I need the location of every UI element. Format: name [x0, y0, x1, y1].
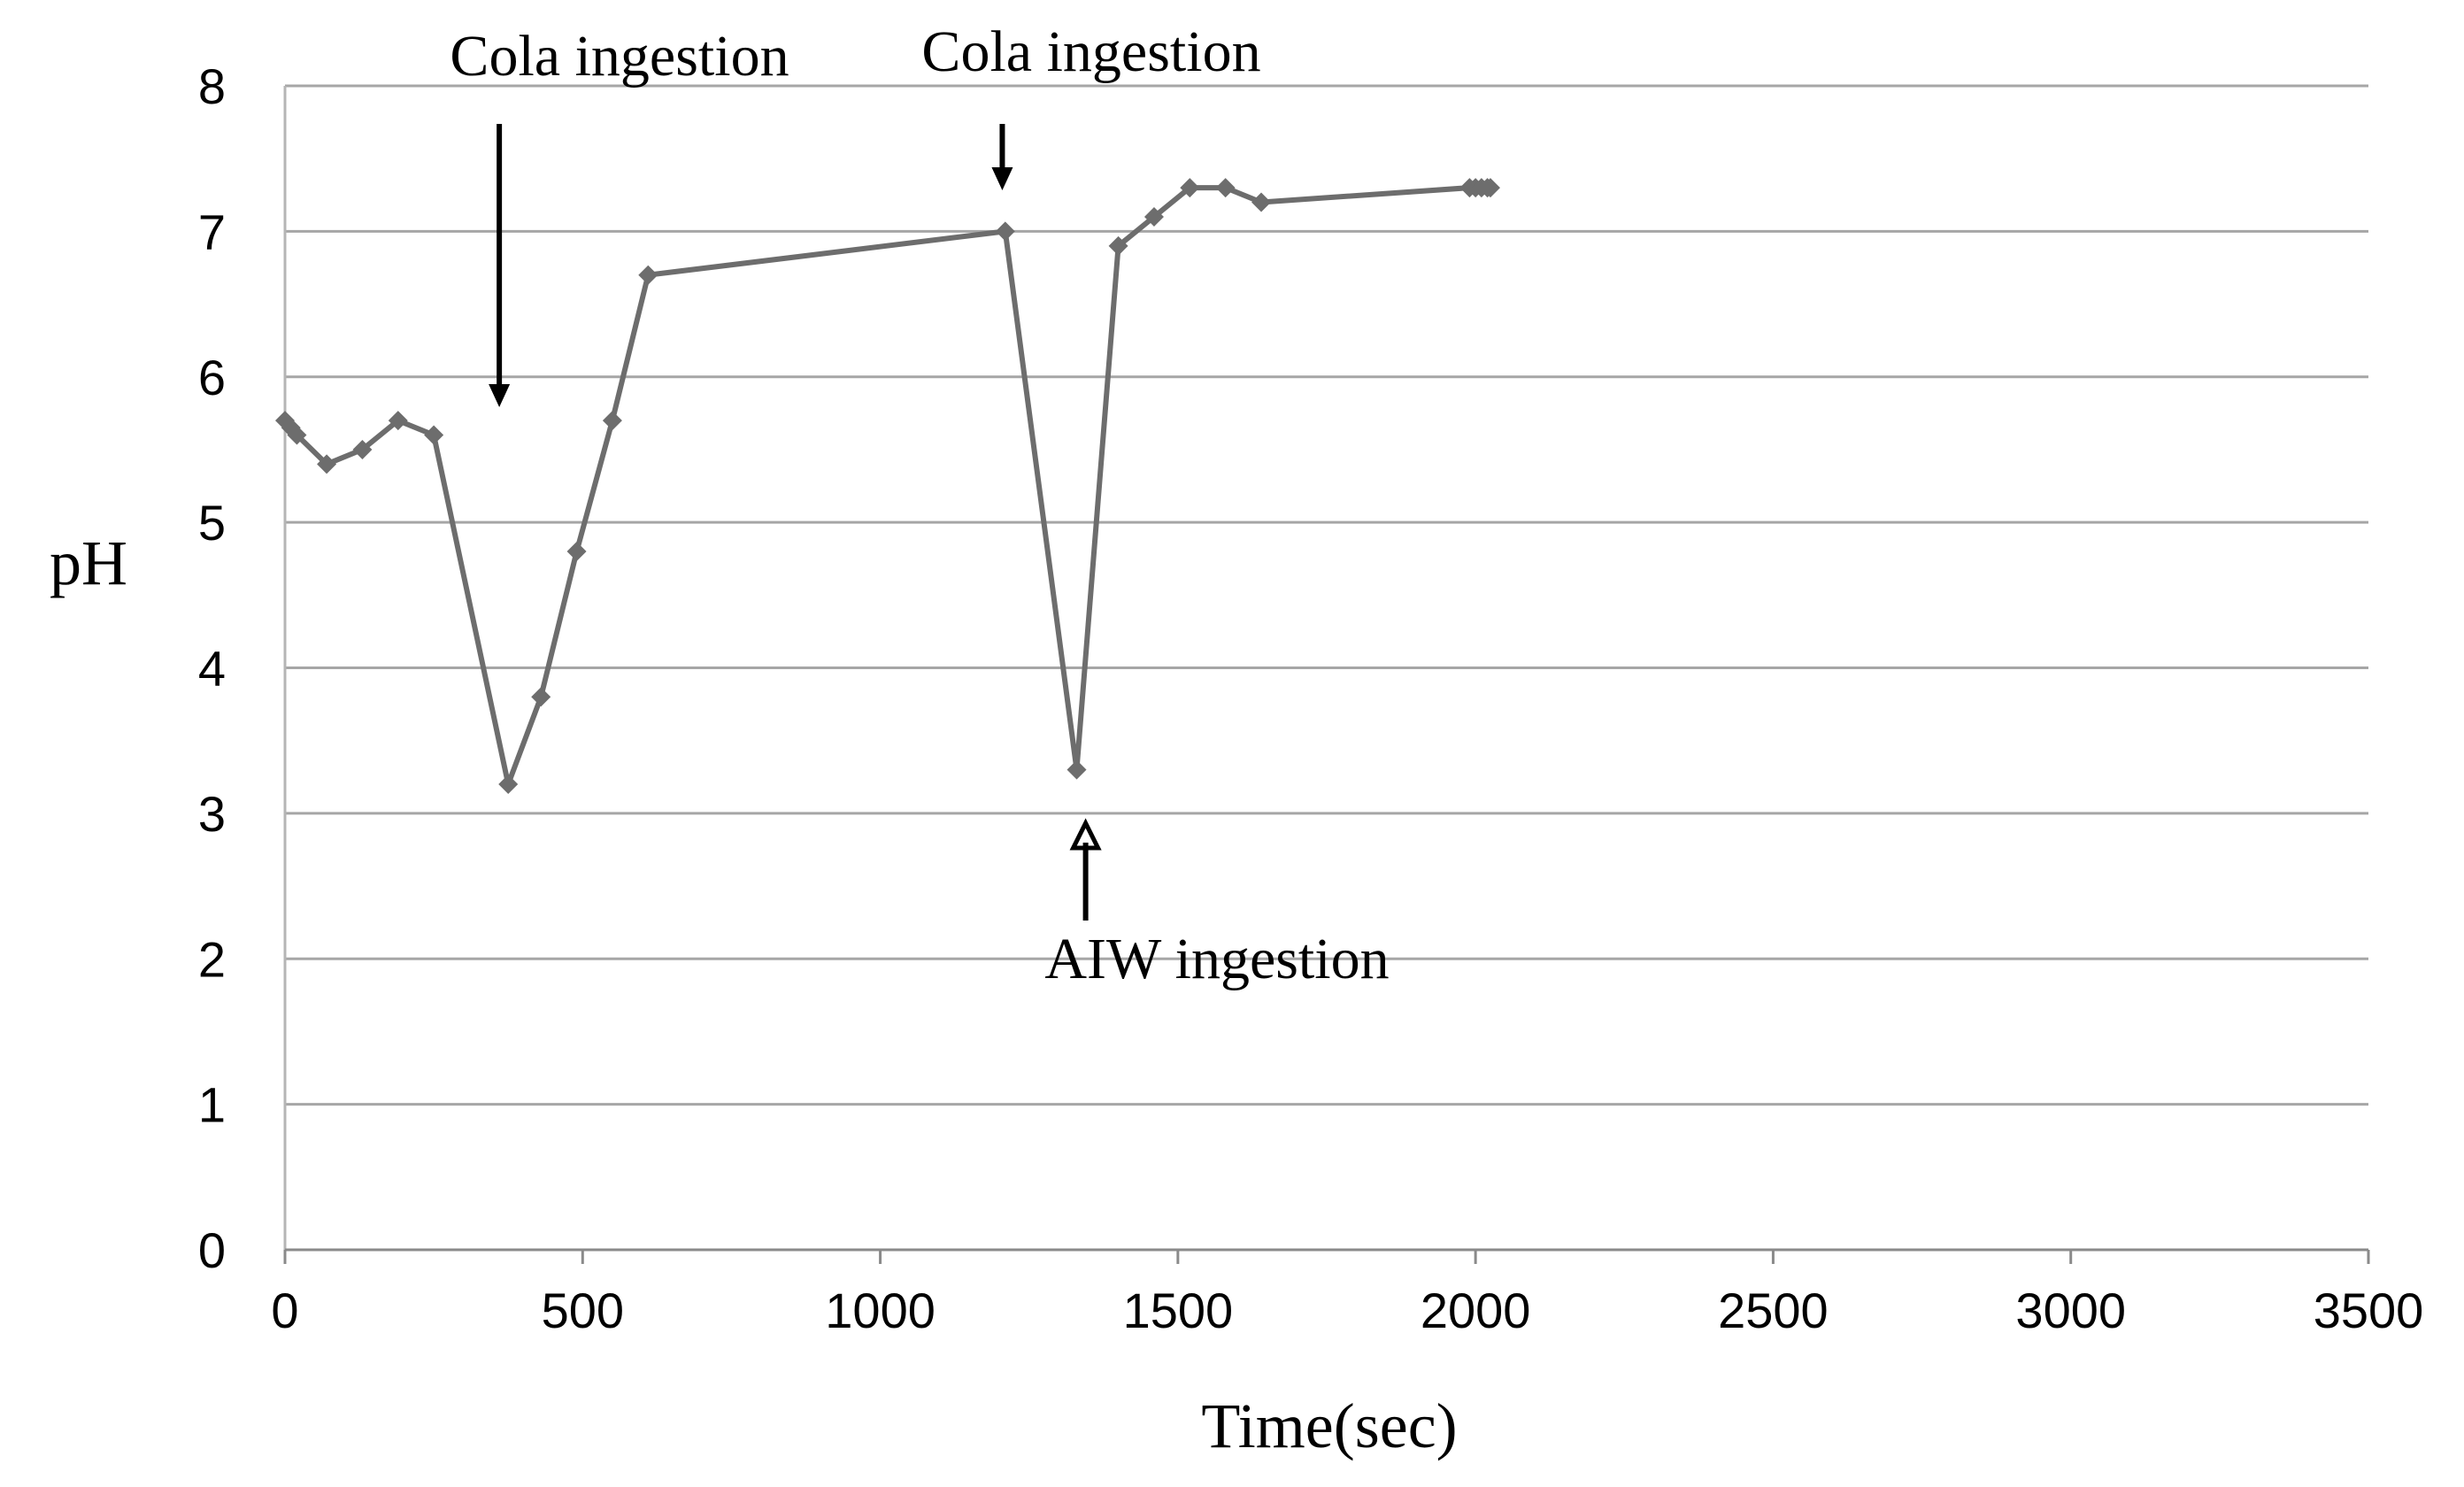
- data-point: [531, 687, 551, 707]
- y-tick-label: 8: [198, 58, 226, 114]
- x-tick-label: 0: [271, 1283, 298, 1338]
- y-tick-label: 3: [198, 786, 226, 842]
- x-tick-label: 2500: [1718, 1283, 1829, 1338]
- data-point: [388, 411, 408, 431]
- data-point: [995, 221, 1015, 242]
- y-tick-label: 2: [198, 931, 226, 987]
- annotation-cola-2-label: Cola ingestion: [921, 19, 1260, 84]
- axes: [283, 86, 2370, 1264]
- annotation-cola-1-arrow: [489, 124, 511, 407]
- annotation-cola-2-arrow: [991, 124, 1013, 190]
- annotation-aiw-arrow: [1069, 818, 1102, 921]
- data-point: [352, 439, 373, 459]
- y-tick-label: 6: [198, 350, 226, 405]
- y-tick-label: 1: [198, 1077, 226, 1133]
- series-group: [275, 178, 1500, 794]
- data-point: [1480, 178, 1500, 198]
- x-tick-label: 2000: [1421, 1283, 1531, 1338]
- data-point: [1066, 759, 1087, 780]
- x-tick-label: 3000: [2015, 1283, 2126, 1338]
- annotation-aiw-label: AIW ingestion: [1044, 927, 1389, 991]
- data-point: [638, 265, 658, 285]
- x-tick-label: 500: [542, 1283, 624, 1338]
- data-point: [566, 542, 587, 561]
- data-point: [317, 454, 337, 474]
- x-tick-label: 1000: [825, 1283, 936, 1338]
- y-tick-label: 4: [198, 641, 226, 697]
- data-point: [1251, 192, 1272, 212]
- annotations: Cola ingestion Cola ingestion AIW ingestio…: [450, 19, 1389, 991]
- y-axis-title: pH: [50, 528, 127, 598]
- x-tick-label: 3500: [2314, 1283, 2424, 1338]
- data-point: [498, 774, 519, 794]
- data-point: [1108, 235, 1128, 256]
- data-point: [1180, 178, 1200, 198]
- data-point: [287, 425, 307, 445]
- x-axis-title: Time(sec): [1201, 1391, 1457, 1461]
- y-tick-label: 0: [198, 1222, 226, 1278]
- y-tick-label: 7: [198, 204, 226, 259]
- y-tick-labels: 0 1 2 3 4 5 6 7 8: [198, 58, 226, 1278]
- data-point: [424, 425, 444, 445]
- data-point: [602, 411, 622, 431]
- y-tick-label: 5: [198, 495, 226, 551]
- series-line: [282, 185, 1490, 787]
- annotation-cola-1-label: Cola ingestion: [450, 24, 789, 89]
- data-point: [1143, 206, 1164, 227]
- x-tick-labels: 0 500 1000 1500 2000 2500 3000 3500: [271, 1283, 2423, 1338]
- data-point: [1215, 178, 1236, 198]
- x-tick-label: 1500: [1123, 1283, 1234, 1338]
- gridlines: [285, 84, 2368, 1106]
